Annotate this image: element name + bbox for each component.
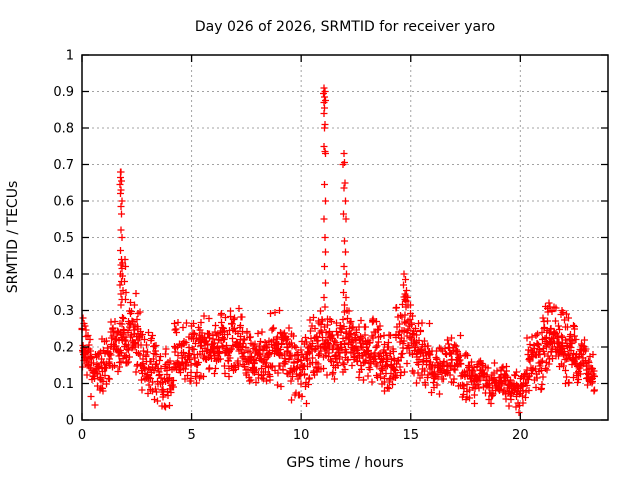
y-tick-label: 0.3 [53, 304, 74, 319]
x-tick-labels: 0 5 10 15 20 [78, 428, 529, 443]
y-tick-label: 0.4 [53, 268, 74, 283]
y-tick-label: 0.1 [53, 377, 74, 392]
x-tick-label: 5 [187, 428, 195, 443]
x-tick-label: 20 [512, 428, 529, 443]
y-tick-label: 0.2 [53, 341, 74, 356]
y-tick-label: 0.8 [53, 122, 74, 137]
x-tick-label: 10 [293, 428, 310, 443]
x-tick-label: 0 [78, 428, 86, 443]
axis-ticks [81, 54, 608, 421]
x-tick-label: 15 [402, 428, 419, 443]
y-axis-label: SRMTID / TECUs [5, 181, 21, 294]
chart-title: Day 026 of 2026, SRMTID for receiver yar… [195, 19, 495, 35]
y-tick-label: 0 [66, 414, 74, 429]
y-tick-labels: 0 0.1 0.2 0.3 0.4 0.5 0.6 0.7 0.8 0.9 1 [53, 49, 74, 429]
y-tick-label: 0.9 [53, 85, 74, 100]
x-axis-label: GPS time / hours [286, 455, 403, 471]
y-tick-label: 0.7 [53, 158, 74, 173]
y-tick-label: 0.5 [53, 231, 74, 246]
y-tick-label: 1 [66, 49, 74, 64]
y-tick-label: 0.6 [53, 195, 74, 210]
